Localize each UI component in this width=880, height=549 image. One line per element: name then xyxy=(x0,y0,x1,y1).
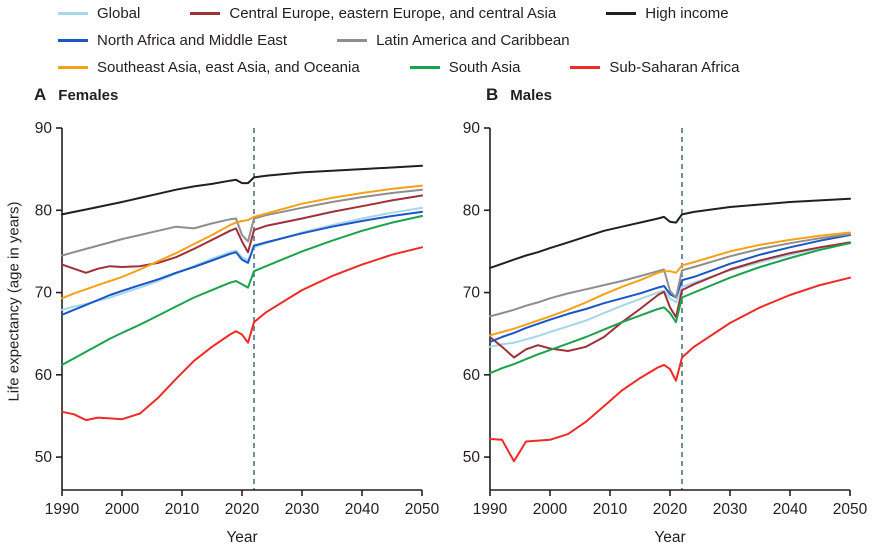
legend-item: Sub-Saharan Africa xyxy=(570,59,739,76)
x-tick-label: 1990 xyxy=(45,501,80,518)
x-tick-label: 2020 xyxy=(225,501,260,518)
legend-swatch-line xyxy=(606,12,637,15)
legend-item: High income xyxy=(606,5,729,22)
series-line xyxy=(61,246,423,422)
x-tick-label: 2000 xyxy=(105,501,140,518)
legend-label: High income xyxy=(645,5,729,22)
series-line xyxy=(489,197,851,269)
legend-item: Latin America and Caribbean xyxy=(337,32,570,49)
series-line xyxy=(61,164,423,216)
series-line xyxy=(61,210,423,316)
y-tick-label: 90 xyxy=(35,120,53,137)
legend-label: Southeast Asia, east Asia, and Oceania xyxy=(97,59,360,76)
chart-panel-males: 50 60 70 80 90 1990 2000 2010 2020 2030 2040 2050 Ye… xyxy=(463,120,868,546)
x-tick-label: 2050 xyxy=(405,501,440,518)
y-tick-label: 60 xyxy=(463,367,481,384)
panel-label-males: B Males xyxy=(486,85,552,105)
series-line xyxy=(61,215,423,366)
x-tick-label: 2050 xyxy=(833,501,868,518)
series-line xyxy=(61,194,423,274)
legend-swatch-line xyxy=(58,39,88,42)
legend-row: Global Central Europe, eastern Europe, an… xyxy=(58,3,739,24)
panel-title: Males xyxy=(510,87,552,104)
legend-item: Central Europe, eastern Europe, and cent… xyxy=(190,5,556,22)
series-line xyxy=(61,184,423,300)
series-line xyxy=(489,233,851,318)
y-tick-label: 80 xyxy=(463,202,481,219)
x-tick-label: 2010 xyxy=(165,501,200,518)
panel-letter: B xyxy=(486,85,499,104)
legend-row: Southeast Asia, east Asia, and Oceania So… xyxy=(58,57,739,78)
y-tick-label: 70 xyxy=(463,285,481,302)
legend-item: Southeast Asia, east Asia, and Oceania xyxy=(58,59,360,76)
x-axis-title: Year xyxy=(654,529,685,546)
legend-label: Central Europe, eastern Europe, and cent… xyxy=(229,5,557,22)
x-tick-label: 1990 xyxy=(473,501,508,518)
series-line xyxy=(489,241,851,359)
legend-label: Sub-Saharan Africa xyxy=(609,59,740,76)
legend-swatch-line xyxy=(409,66,440,69)
chart-panel-females: 50 60 70 80 90 1990 2000 2010 2020 2030 2040 2050 Ye… xyxy=(35,120,440,546)
x-tick-label: 2010 xyxy=(593,501,628,518)
panel-label-females: A Females xyxy=(34,85,118,105)
x-tick-label: 2030 xyxy=(285,501,320,518)
legend-swatch-line xyxy=(58,66,88,69)
series-line xyxy=(489,242,851,375)
legend-label: Latin America and Caribbean xyxy=(376,32,570,49)
x-tick-label: 2020 xyxy=(653,501,688,518)
legend-item: South Asia xyxy=(409,59,521,76)
x-tick-label: 2040 xyxy=(773,501,808,518)
x-axis-title: Year xyxy=(226,529,257,546)
series-line xyxy=(489,276,851,463)
series-line xyxy=(61,206,423,311)
legend-swatch-line xyxy=(337,39,368,42)
legend-swatch-line xyxy=(570,66,601,69)
y-axis-label: Life expectancy (age in years) xyxy=(5,200,23,402)
legend-label: Global xyxy=(97,5,141,22)
legend-swatch-line xyxy=(58,12,88,15)
y-tick-label: 60 xyxy=(35,367,53,384)
panel-letter: A xyxy=(34,85,47,104)
y-tick-label: 50 xyxy=(35,449,53,466)
y-tick-label: 90 xyxy=(463,120,481,137)
x-tick-label: 2030 xyxy=(713,501,748,518)
series-line xyxy=(489,241,851,348)
legend: Global Central Europe, eastern Europe, an… xyxy=(58,3,739,78)
series-line xyxy=(489,231,851,337)
legend-swatch-line xyxy=(190,12,221,15)
x-tick-label: 2000 xyxy=(533,501,568,518)
y-tick-label: 70 xyxy=(35,285,53,302)
legend-label: North Africa and Middle East xyxy=(97,32,288,49)
x-tick-label: 2040 xyxy=(345,501,380,518)
legend-item: Global xyxy=(58,5,140,22)
series-line xyxy=(489,234,851,343)
y-tick-label: 50 xyxy=(463,449,481,466)
legend-row: North Africa and Middle East Latin Americ… xyxy=(58,30,739,51)
series-line xyxy=(61,188,423,257)
legend-item: North Africa and Middle East xyxy=(58,32,287,49)
y-tick-label: 80 xyxy=(35,202,53,219)
legend-label: South Asia xyxy=(448,59,521,76)
panel-title: Females xyxy=(58,87,119,104)
